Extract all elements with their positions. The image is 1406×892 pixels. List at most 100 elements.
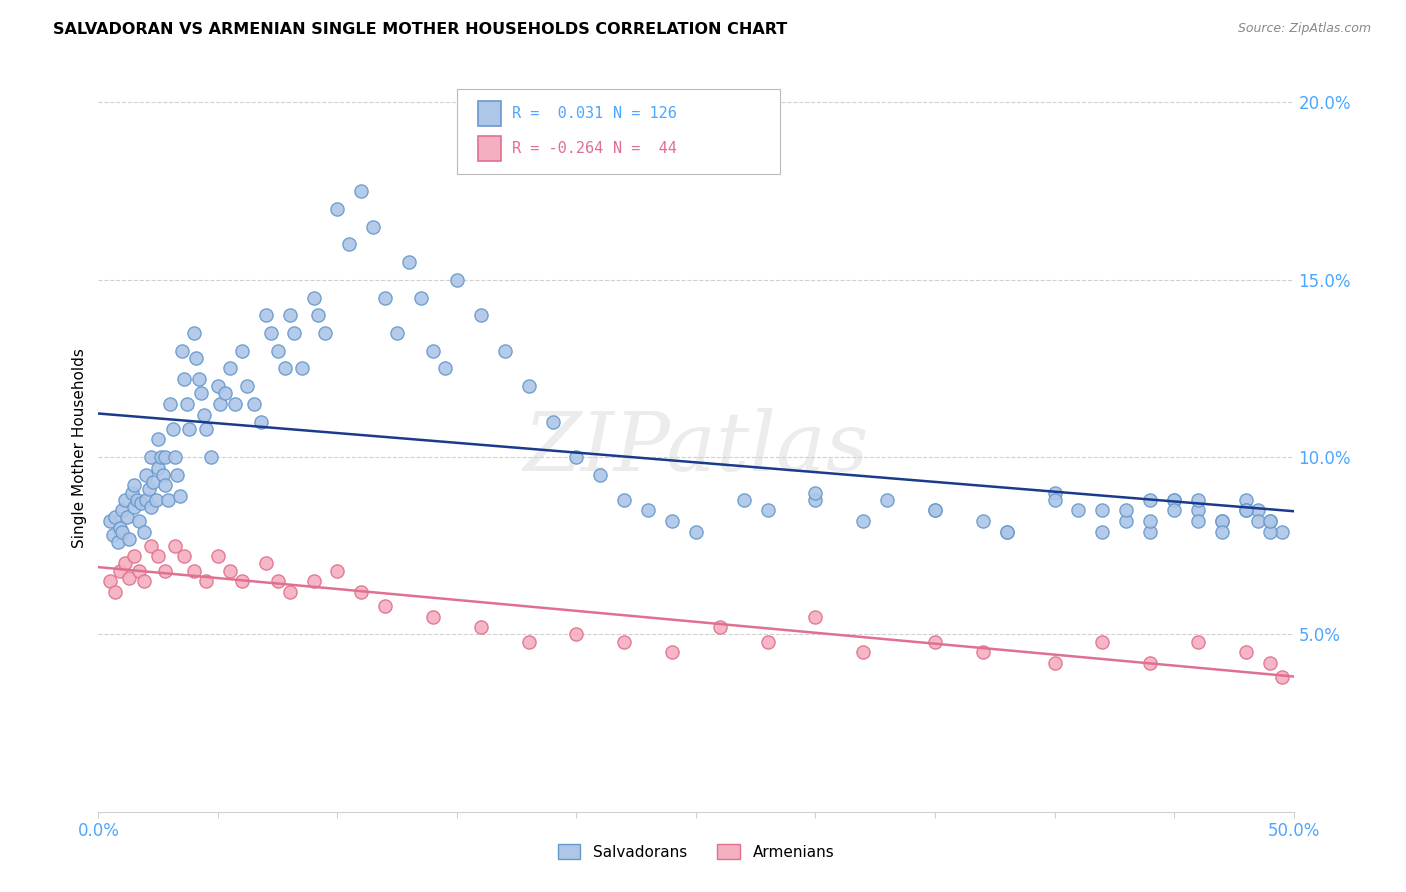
Point — [661, 514, 683, 528]
Point — [98, 574, 122, 589]
Point — [1163, 492, 1185, 507]
Point — [186, 351, 208, 365]
Point — [274, 361, 297, 376]
Point — [661, 645, 683, 659]
Point — [565, 627, 588, 641]
Point — [446, 273, 468, 287]
Point — [1043, 656, 1066, 670]
Point — [494, 343, 516, 358]
Point — [756, 503, 779, 517]
Text: ZIPatlas: ZIPatlas — [523, 409, 869, 488]
Point — [1247, 503, 1270, 517]
Point — [125, 492, 148, 507]
Text: N =  44: N = 44 — [613, 142, 676, 156]
Point — [231, 574, 253, 589]
Point — [159, 397, 181, 411]
Point — [589, 467, 612, 482]
Point — [115, 510, 138, 524]
Point — [385, 326, 409, 340]
Point — [1187, 503, 1209, 517]
Point — [924, 634, 946, 648]
Point — [613, 492, 636, 507]
Point — [173, 549, 195, 564]
Point — [1234, 645, 1257, 659]
Point — [224, 397, 246, 411]
Point — [214, 386, 236, 401]
Point — [307, 308, 329, 322]
Point — [1139, 524, 1161, 539]
Point — [422, 609, 444, 624]
Point — [128, 514, 150, 528]
Point — [339, 237, 361, 252]
Point — [1139, 514, 1161, 528]
Point — [267, 343, 290, 358]
Point — [1271, 670, 1294, 684]
Text: SALVADORAN VS ARMENIAN SINGLE MOTHER HOUSEHOLDS CORRELATION CHART: SALVADORAN VS ARMENIAN SINGLE MOTHER HOU… — [53, 22, 787, 37]
Point — [374, 291, 396, 305]
Point — [1258, 524, 1281, 539]
Point — [1163, 503, 1185, 517]
Point — [434, 361, 457, 376]
Point — [852, 645, 875, 659]
Point — [804, 485, 827, 500]
Point — [128, 564, 150, 578]
Point — [190, 386, 212, 401]
Point — [139, 539, 162, 553]
Legend: Salvadorans, Armenians: Salvadorans, Armenians — [551, 838, 841, 866]
Point — [219, 564, 242, 578]
Point — [709, 620, 731, 634]
Point — [733, 492, 755, 507]
Point — [1091, 524, 1114, 539]
Point — [207, 379, 229, 393]
Point — [195, 574, 218, 589]
Point — [1211, 524, 1233, 539]
Point — [132, 574, 155, 589]
Point — [118, 532, 141, 546]
Point — [1247, 514, 1270, 528]
Point — [169, 489, 191, 503]
Point — [148, 433, 170, 447]
Point — [155, 564, 177, 578]
Point — [148, 549, 170, 564]
Point — [804, 492, 827, 507]
Point — [470, 308, 492, 322]
Point — [207, 549, 229, 564]
Y-axis label: Single Mother Households: Single Mother Households — [72, 348, 87, 549]
Point — [278, 308, 301, 322]
Point — [209, 397, 232, 411]
Point — [135, 467, 157, 482]
Point — [152, 467, 174, 482]
Point — [1258, 514, 1281, 528]
Point — [118, 571, 141, 585]
Point — [163, 450, 186, 464]
Point — [995, 524, 1018, 539]
Point — [111, 503, 134, 517]
Point — [219, 361, 242, 376]
Point — [291, 361, 314, 376]
Point — [132, 524, 155, 539]
Point — [804, 609, 827, 624]
Point — [972, 645, 994, 659]
Point — [104, 510, 127, 524]
Point — [162, 422, 184, 436]
Point — [1211, 514, 1233, 528]
Point — [1258, 656, 1281, 670]
Point — [163, 539, 186, 553]
Point — [124, 549, 146, 564]
Point — [1139, 492, 1161, 507]
Point — [149, 450, 172, 464]
Point — [924, 503, 946, 517]
Point — [1163, 492, 1185, 507]
Point — [924, 503, 946, 517]
Point — [101, 528, 124, 542]
Point — [148, 460, 170, 475]
Point — [1091, 503, 1114, 517]
Point — [108, 564, 131, 578]
Text: R = -0.264: R = -0.264 — [512, 142, 603, 156]
Point — [139, 500, 162, 514]
Point — [517, 379, 540, 393]
Point — [1258, 514, 1281, 528]
Point — [411, 291, 433, 305]
Point — [1139, 656, 1161, 670]
Point — [135, 492, 157, 507]
